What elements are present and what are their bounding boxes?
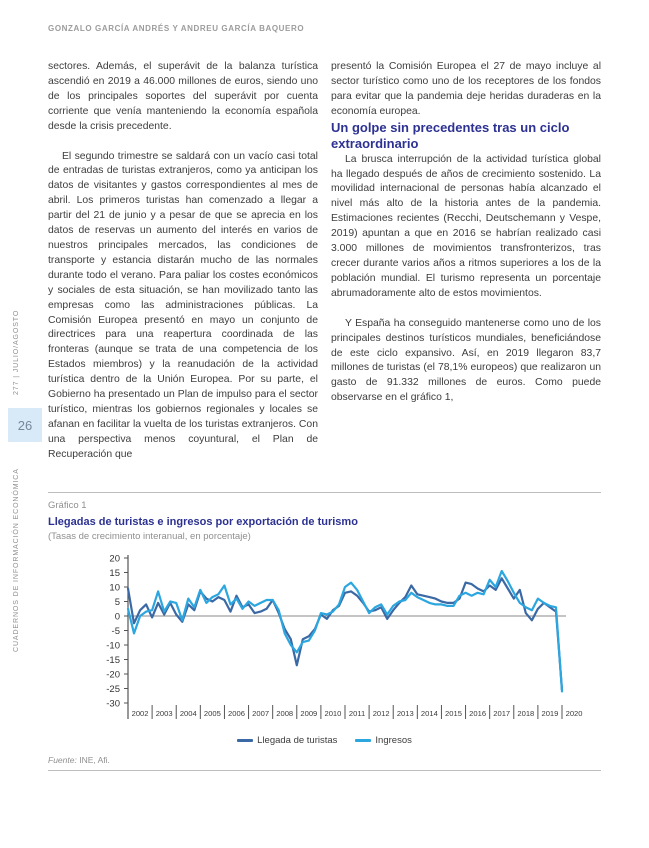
chart-area: 20 15 10 5 0 -5 -10 -15 -20 -25 -30 2002 2003 2004 200…: [48, 550, 601, 733]
llegadas-line-marker-icon: [237, 739, 254, 742]
svg-text:-25: -25: [106, 684, 120, 695]
legend-item-ingresos: Ingresos: [355, 735, 412, 746]
figure-bottom-rule: [48, 770, 601, 771]
svg-text:2006: 2006: [228, 709, 245, 718]
right-column: presentó la Comisión Europea el 27 de ma…: [331, 60, 601, 463]
right-paragraph-1: presentó la Comisión Europea el 27 de ma…: [331, 61, 601, 117]
svg-text:2017: 2017: [493, 709, 510, 718]
svg-text:2011: 2011: [349, 709, 365, 718]
svg-text:2013: 2013: [397, 709, 414, 718]
figure-title: Llegadas de turistas e ingresos por expo…: [48, 516, 358, 528]
svg-text:2009: 2009: [300, 709, 317, 718]
text-columns: sectores. Además, el superávit de la bal…: [48, 60, 601, 463]
authors-running-head: GONZALO GARCÍA ANDRÉS Y ANDREU GARCÍA BA…: [48, 24, 305, 33]
legend-label-ingresos: Ingresos: [375, 735, 412, 746]
sidebar-journal-title: CUADERNOS DE INFORMACIÓN ECONÓMICA: [13, 468, 20, 652]
left-column: sectores. Además, el superávit de la bal…: [48, 60, 318, 463]
svg-text:-20: -20: [106, 670, 120, 681]
svg-text:10: 10: [109, 583, 120, 594]
svg-text:2015: 2015: [445, 709, 462, 718]
left-paragraph-1: sectores. Además, el superávit de la bal…: [48, 61, 318, 132]
svg-text:0: 0: [115, 612, 120, 623]
svg-text:-10: -10: [106, 641, 120, 652]
page-number-badge: 26: [8, 408, 42, 442]
svg-text:5: 5: [115, 597, 120, 608]
svg-text:2004: 2004: [180, 709, 197, 718]
svg-text:2010: 2010: [324, 709, 341, 718]
sidebar-issue-label: 277 | JULIO/AGOSTO: [13, 309, 20, 395]
source-value: INE, Afi.: [79, 755, 110, 765]
legend-label-llegadas: Llegada de turistas: [257, 735, 338, 746]
chart-legend: Llegada de turistas Ingresos: [48, 735, 601, 746]
svg-text:2018: 2018: [517, 709, 534, 718]
figure-source: Fuente: INE, Afi.: [48, 755, 601, 765]
svg-text:-5: -5: [112, 626, 120, 637]
svg-text:2012: 2012: [373, 709, 390, 718]
svg-text:20: 20: [109, 554, 120, 565]
svg-text:2007: 2007: [252, 709, 269, 718]
right-paragraph-2: La brusca interrupción de la actividad t…: [331, 153, 601, 299]
figure-label: Gráfico 1: [48, 500, 87, 511]
svg-text:2002: 2002: [132, 709, 149, 718]
svg-text:-30: -30: [106, 699, 120, 710]
source-label: Fuente:: [48, 755, 77, 765]
svg-text:15: 15: [109, 568, 120, 579]
svg-text:2020: 2020: [566, 709, 583, 718]
svg-text:-15: -15: [106, 655, 120, 666]
figure-subtitle: (Tasas de crecimiento interanual, en por…: [48, 531, 251, 542]
svg-text:2003: 2003: [156, 709, 173, 718]
svg-text:2016: 2016: [469, 709, 486, 718]
svg-text:2008: 2008: [276, 709, 293, 718]
figure-block: Gráfico 1 Llegadas de turistas e ingreso…: [48, 492, 601, 771]
right-paragraph-3: Y España ha conseguido mantenerse como u…: [331, 317, 601, 404]
svg-text:2019: 2019: [541, 709, 558, 718]
left-paragraph-2: El segundo trimestre se saldará con un v…: [48, 150, 318, 460]
svg-text:2014: 2014: [421, 709, 438, 718]
svg-text:2005: 2005: [204, 709, 221, 718]
legend-item-llegadas: Llegada de turistas: [237, 735, 337, 746]
ingresos-line-marker-icon: [355, 739, 372, 742]
section-heading: Un golpe sin precedentes tras un ciclo e…: [331, 119, 570, 152]
